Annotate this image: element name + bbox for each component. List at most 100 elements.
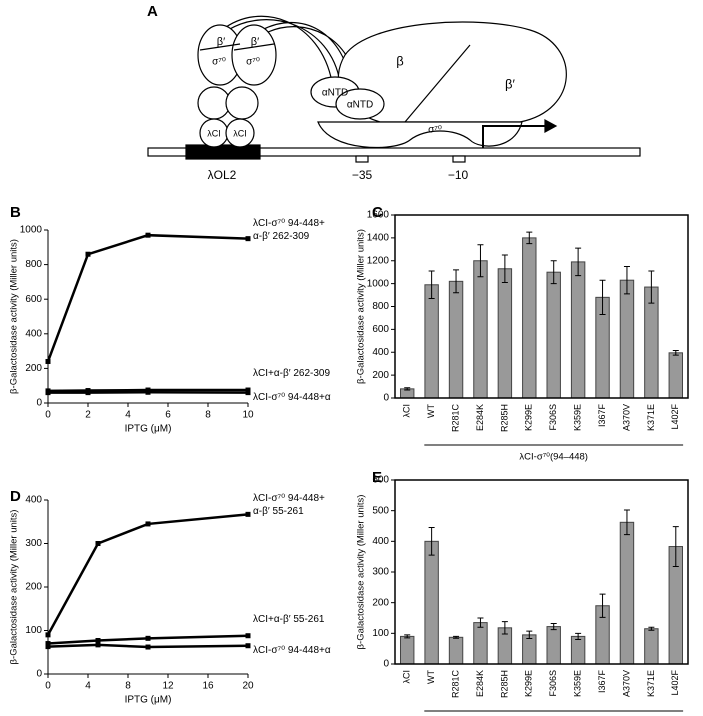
error-bar xyxy=(453,635,460,639)
error-bar xyxy=(453,269,460,294)
point xyxy=(145,521,151,527)
error-bar xyxy=(526,630,533,640)
point xyxy=(245,643,251,649)
point xyxy=(245,387,251,393)
x-axis-label: IPTG (μM) xyxy=(125,424,172,435)
error-bar xyxy=(575,247,582,277)
x-tick-label: 10 xyxy=(242,410,254,421)
x-tick-label: 0 xyxy=(45,410,51,421)
y-tick-label: 0 xyxy=(36,669,42,680)
error-bar xyxy=(623,265,630,295)
diagram-label: β′ xyxy=(251,36,259,48)
x-tick-label: I367F xyxy=(597,669,607,693)
error-bar xyxy=(550,623,557,631)
error-bar xyxy=(404,387,411,391)
diagram-label: λCI xyxy=(233,128,247,138)
diagram xyxy=(147,15,641,163)
y-tick-label: 1000 xyxy=(367,278,390,289)
error-bar xyxy=(672,526,679,567)
sigma xyxy=(317,121,523,149)
y-tick-label: 800 xyxy=(372,301,389,312)
x-tick-label: E284K xyxy=(475,404,485,431)
x-tick-label: 0 xyxy=(45,681,51,692)
bar xyxy=(570,261,586,399)
error-bar xyxy=(526,231,533,245)
bar xyxy=(644,628,659,665)
bar xyxy=(399,635,415,665)
y-tick-label: 0 xyxy=(383,659,389,670)
x-tick-label: I367F xyxy=(597,403,607,427)
y-tick-label: 300 xyxy=(25,538,42,549)
error-bar xyxy=(648,270,655,304)
y-tick-label: 200 xyxy=(25,582,42,593)
bar xyxy=(570,635,586,665)
x-tick-label: K299E xyxy=(524,404,534,431)
bar xyxy=(424,284,439,399)
y-tick-label: 400 xyxy=(372,536,389,547)
bar xyxy=(668,352,684,399)
point xyxy=(245,633,251,639)
point xyxy=(145,389,151,395)
divider xyxy=(404,44,471,123)
x-tick-label: F306S xyxy=(548,404,558,431)
bar xyxy=(546,626,561,665)
point xyxy=(95,642,101,648)
x-tick-label: R281C xyxy=(450,670,460,699)
y-tick-label: 200 xyxy=(372,370,389,381)
x-tick-label: 4 xyxy=(125,410,131,421)
series-label: λCI+α-β′ 55-261 xyxy=(253,613,325,625)
y-tick-label: 600 xyxy=(25,294,42,305)
panel-letter: C xyxy=(372,204,383,221)
x-tick-label: F306S xyxy=(548,670,558,697)
bar xyxy=(424,540,439,665)
error-bar xyxy=(428,270,435,299)
error-bar xyxy=(550,260,557,285)
x-tick-label: 20 xyxy=(242,681,254,692)
y-tick-label: 200 xyxy=(372,597,389,608)
x-tick-label: R285H xyxy=(499,670,509,698)
series-label: λCI-σ⁷⁰ 94-448+ α-β′ 55-261 xyxy=(253,493,325,518)
diagram-label: −10 xyxy=(448,168,469,182)
diagram-label: αNTD xyxy=(322,88,348,99)
x-tick-label: R285H xyxy=(499,404,509,432)
x-tick-label: 6 xyxy=(165,410,171,421)
y-tick-label: 300 xyxy=(372,567,389,578)
x-tick-label: E284K xyxy=(475,670,485,697)
error-bar xyxy=(672,350,679,356)
y-tick-label: 600 xyxy=(372,475,389,486)
y-tick-label: 100 xyxy=(25,625,42,636)
x-tick-label: 12 xyxy=(162,681,174,692)
point xyxy=(85,251,91,257)
series-label: λCI+α-β′ 262-309 xyxy=(253,368,331,380)
point xyxy=(245,511,251,517)
point xyxy=(245,390,251,396)
error-bar xyxy=(575,632,582,640)
y-axis-label: β-Galactosidase activity (Miller units) xyxy=(9,239,20,394)
error-bar xyxy=(477,244,484,278)
series-line xyxy=(47,634,249,645)
box-10 xyxy=(452,155,466,163)
y-tick-label: 400 xyxy=(372,347,389,358)
x-tick-label: λCI xyxy=(402,670,412,684)
diagram-label: σ⁷⁰ xyxy=(212,57,226,68)
x-axis-label: IPTG (μM) xyxy=(125,695,172,706)
series-label: λCI-σ⁷⁰ 94-448+ α-β′ 262-309 xyxy=(253,217,325,242)
panel-letter: B xyxy=(10,204,21,221)
panel-letter: D xyxy=(10,488,21,505)
bar xyxy=(546,271,561,399)
diagram-label: σ⁷⁰ xyxy=(246,57,260,68)
frame xyxy=(394,479,689,665)
y-tick-label: 1200 xyxy=(367,255,390,266)
x-tick-label: 16 xyxy=(202,681,214,692)
series-line xyxy=(46,513,249,636)
x-tick-label: WT xyxy=(426,670,436,684)
point xyxy=(245,236,251,242)
y-tick-label: 0 xyxy=(36,398,42,409)
x-tick-label: 4 xyxy=(85,681,91,692)
y-axis-label: β-Galactosidase activity (Miller units) xyxy=(9,510,20,665)
domain xyxy=(197,86,231,120)
diagram-label: β′ xyxy=(217,36,225,48)
diagram-label: λCI xyxy=(207,128,221,138)
error-bar xyxy=(599,593,606,618)
arrow xyxy=(482,125,545,148)
